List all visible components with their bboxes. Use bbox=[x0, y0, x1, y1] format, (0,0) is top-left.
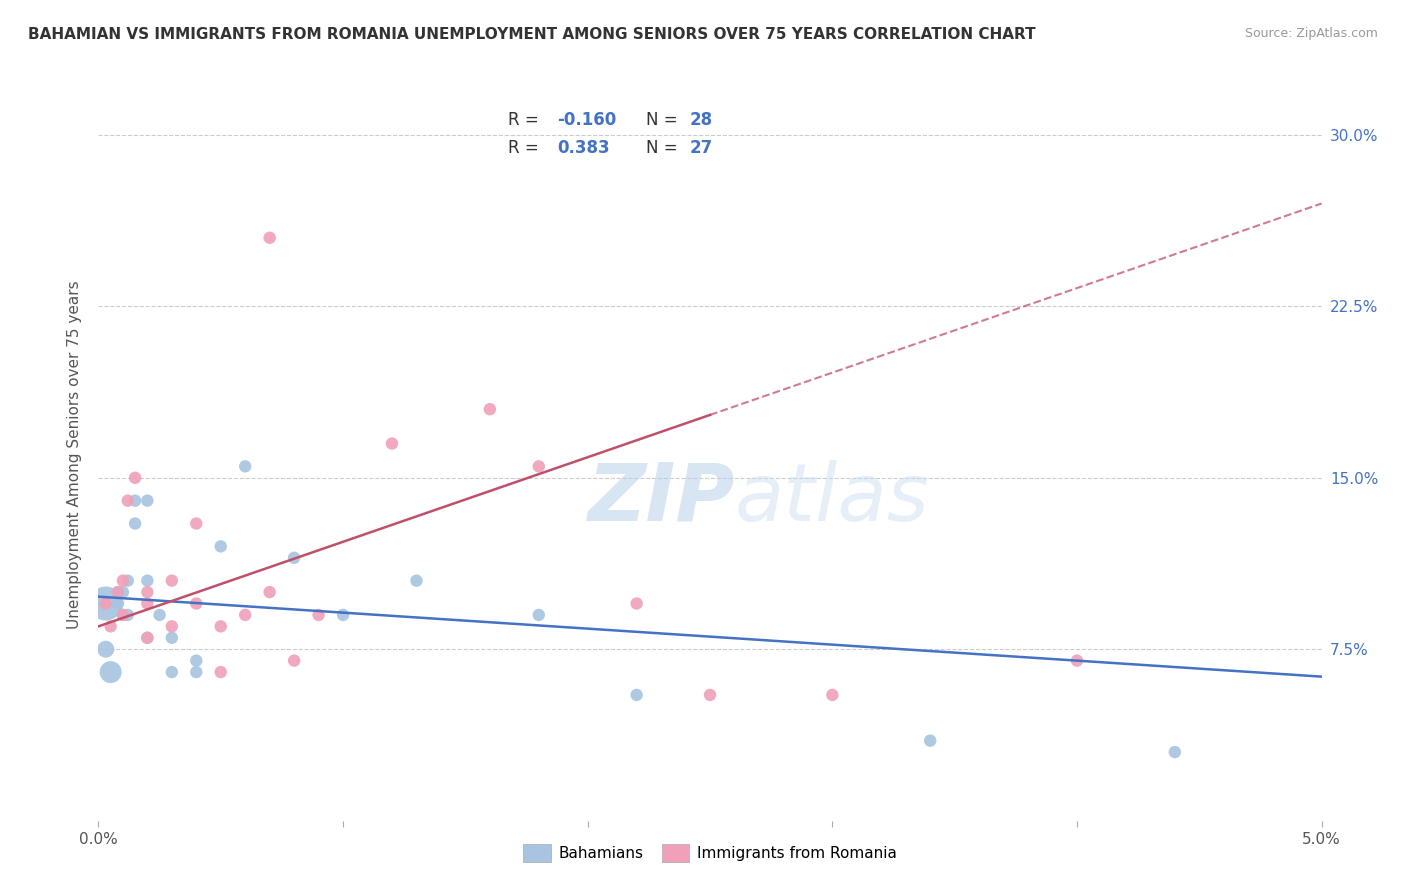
Point bbox=[107, 597, 129, 611]
Point bbox=[124, 471, 146, 485]
Text: BAHAMIAN VS IMMIGRANTS FROM ROMANIA UNEMPLOYMENT AMONG SENIORS OVER 75 YEARS COR: BAHAMIAN VS IMMIGRANTS FROM ROMANIA UNEM… bbox=[28, 27, 1036, 42]
Point bbox=[1066, 654, 1088, 668]
Y-axis label: Unemployment Among Seniors over 75 years: Unemployment Among Seniors over 75 years bbox=[67, 281, 83, 629]
Point bbox=[136, 493, 159, 508]
Text: atlas: atlas bbox=[734, 459, 929, 538]
Text: R =: R = bbox=[508, 139, 544, 157]
Text: Source: ZipAtlas.com: Source: ZipAtlas.com bbox=[1244, 27, 1378, 40]
Point bbox=[100, 665, 122, 679]
Point bbox=[111, 574, 134, 588]
Point bbox=[124, 516, 146, 531]
Text: R =: R = bbox=[508, 111, 544, 129]
Point bbox=[233, 459, 256, 474]
Point bbox=[478, 402, 501, 417]
Point bbox=[626, 597, 648, 611]
Point bbox=[160, 574, 183, 588]
Point bbox=[136, 631, 159, 645]
Text: 0.383: 0.383 bbox=[557, 139, 610, 157]
Text: 28: 28 bbox=[689, 111, 713, 129]
Point bbox=[160, 665, 183, 679]
Point bbox=[107, 585, 129, 599]
Text: -0.160: -0.160 bbox=[557, 111, 616, 129]
Point bbox=[186, 597, 208, 611]
Point bbox=[626, 688, 648, 702]
Point bbox=[111, 607, 134, 622]
Point bbox=[136, 585, 159, 599]
Point bbox=[259, 231, 281, 245]
Point bbox=[136, 574, 159, 588]
Point bbox=[160, 619, 183, 633]
Point bbox=[94, 642, 117, 657]
Point bbox=[160, 631, 183, 645]
Point bbox=[283, 654, 305, 668]
Point bbox=[209, 619, 232, 633]
Text: 27: 27 bbox=[689, 139, 713, 157]
Point bbox=[136, 631, 159, 645]
Point bbox=[100, 619, 122, 633]
Point bbox=[259, 585, 281, 599]
Point bbox=[405, 574, 427, 588]
Point bbox=[117, 607, 139, 622]
Text: N =: N = bbox=[647, 111, 683, 129]
Point bbox=[117, 493, 139, 508]
Point bbox=[527, 607, 550, 622]
Point bbox=[124, 493, 146, 508]
Point bbox=[308, 607, 330, 622]
Point bbox=[186, 654, 208, 668]
Point bbox=[111, 607, 134, 622]
Point bbox=[111, 585, 134, 599]
Legend: Bahamians, Immigrants from Romania: Bahamians, Immigrants from Romania bbox=[517, 838, 903, 868]
Point bbox=[94, 597, 117, 611]
Point bbox=[149, 607, 172, 622]
Point bbox=[283, 550, 305, 565]
Point bbox=[332, 607, 354, 622]
Point bbox=[186, 516, 208, 531]
Point bbox=[381, 436, 404, 450]
Point bbox=[209, 665, 232, 679]
Point bbox=[209, 539, 232, 553]
Text: N =: N = bbox=[647, 139, 683, 157]
Point bbox=[920, 733, 942, 747]
Point bbox=[94, 597, 117, 611]
Point bbox=[233, 607, 256, 622]
Text: ZIP: ZIP bbox=[588, 459, 734, 538]
Point bbox=[821, 688, 844, 702]
Point bbox=[699, 688, 721, 702]
Point bbox=[136, 597, 159, 611]
Point bbox=[186, 665, 208, 679]
Point bbox=[107, 585, 129, 599]
Point bbox=[117, 574, 139, 588]
Point bbox=[527, 459, 550, 474]
Point bbox=[1164, 745, 1187, 759]
